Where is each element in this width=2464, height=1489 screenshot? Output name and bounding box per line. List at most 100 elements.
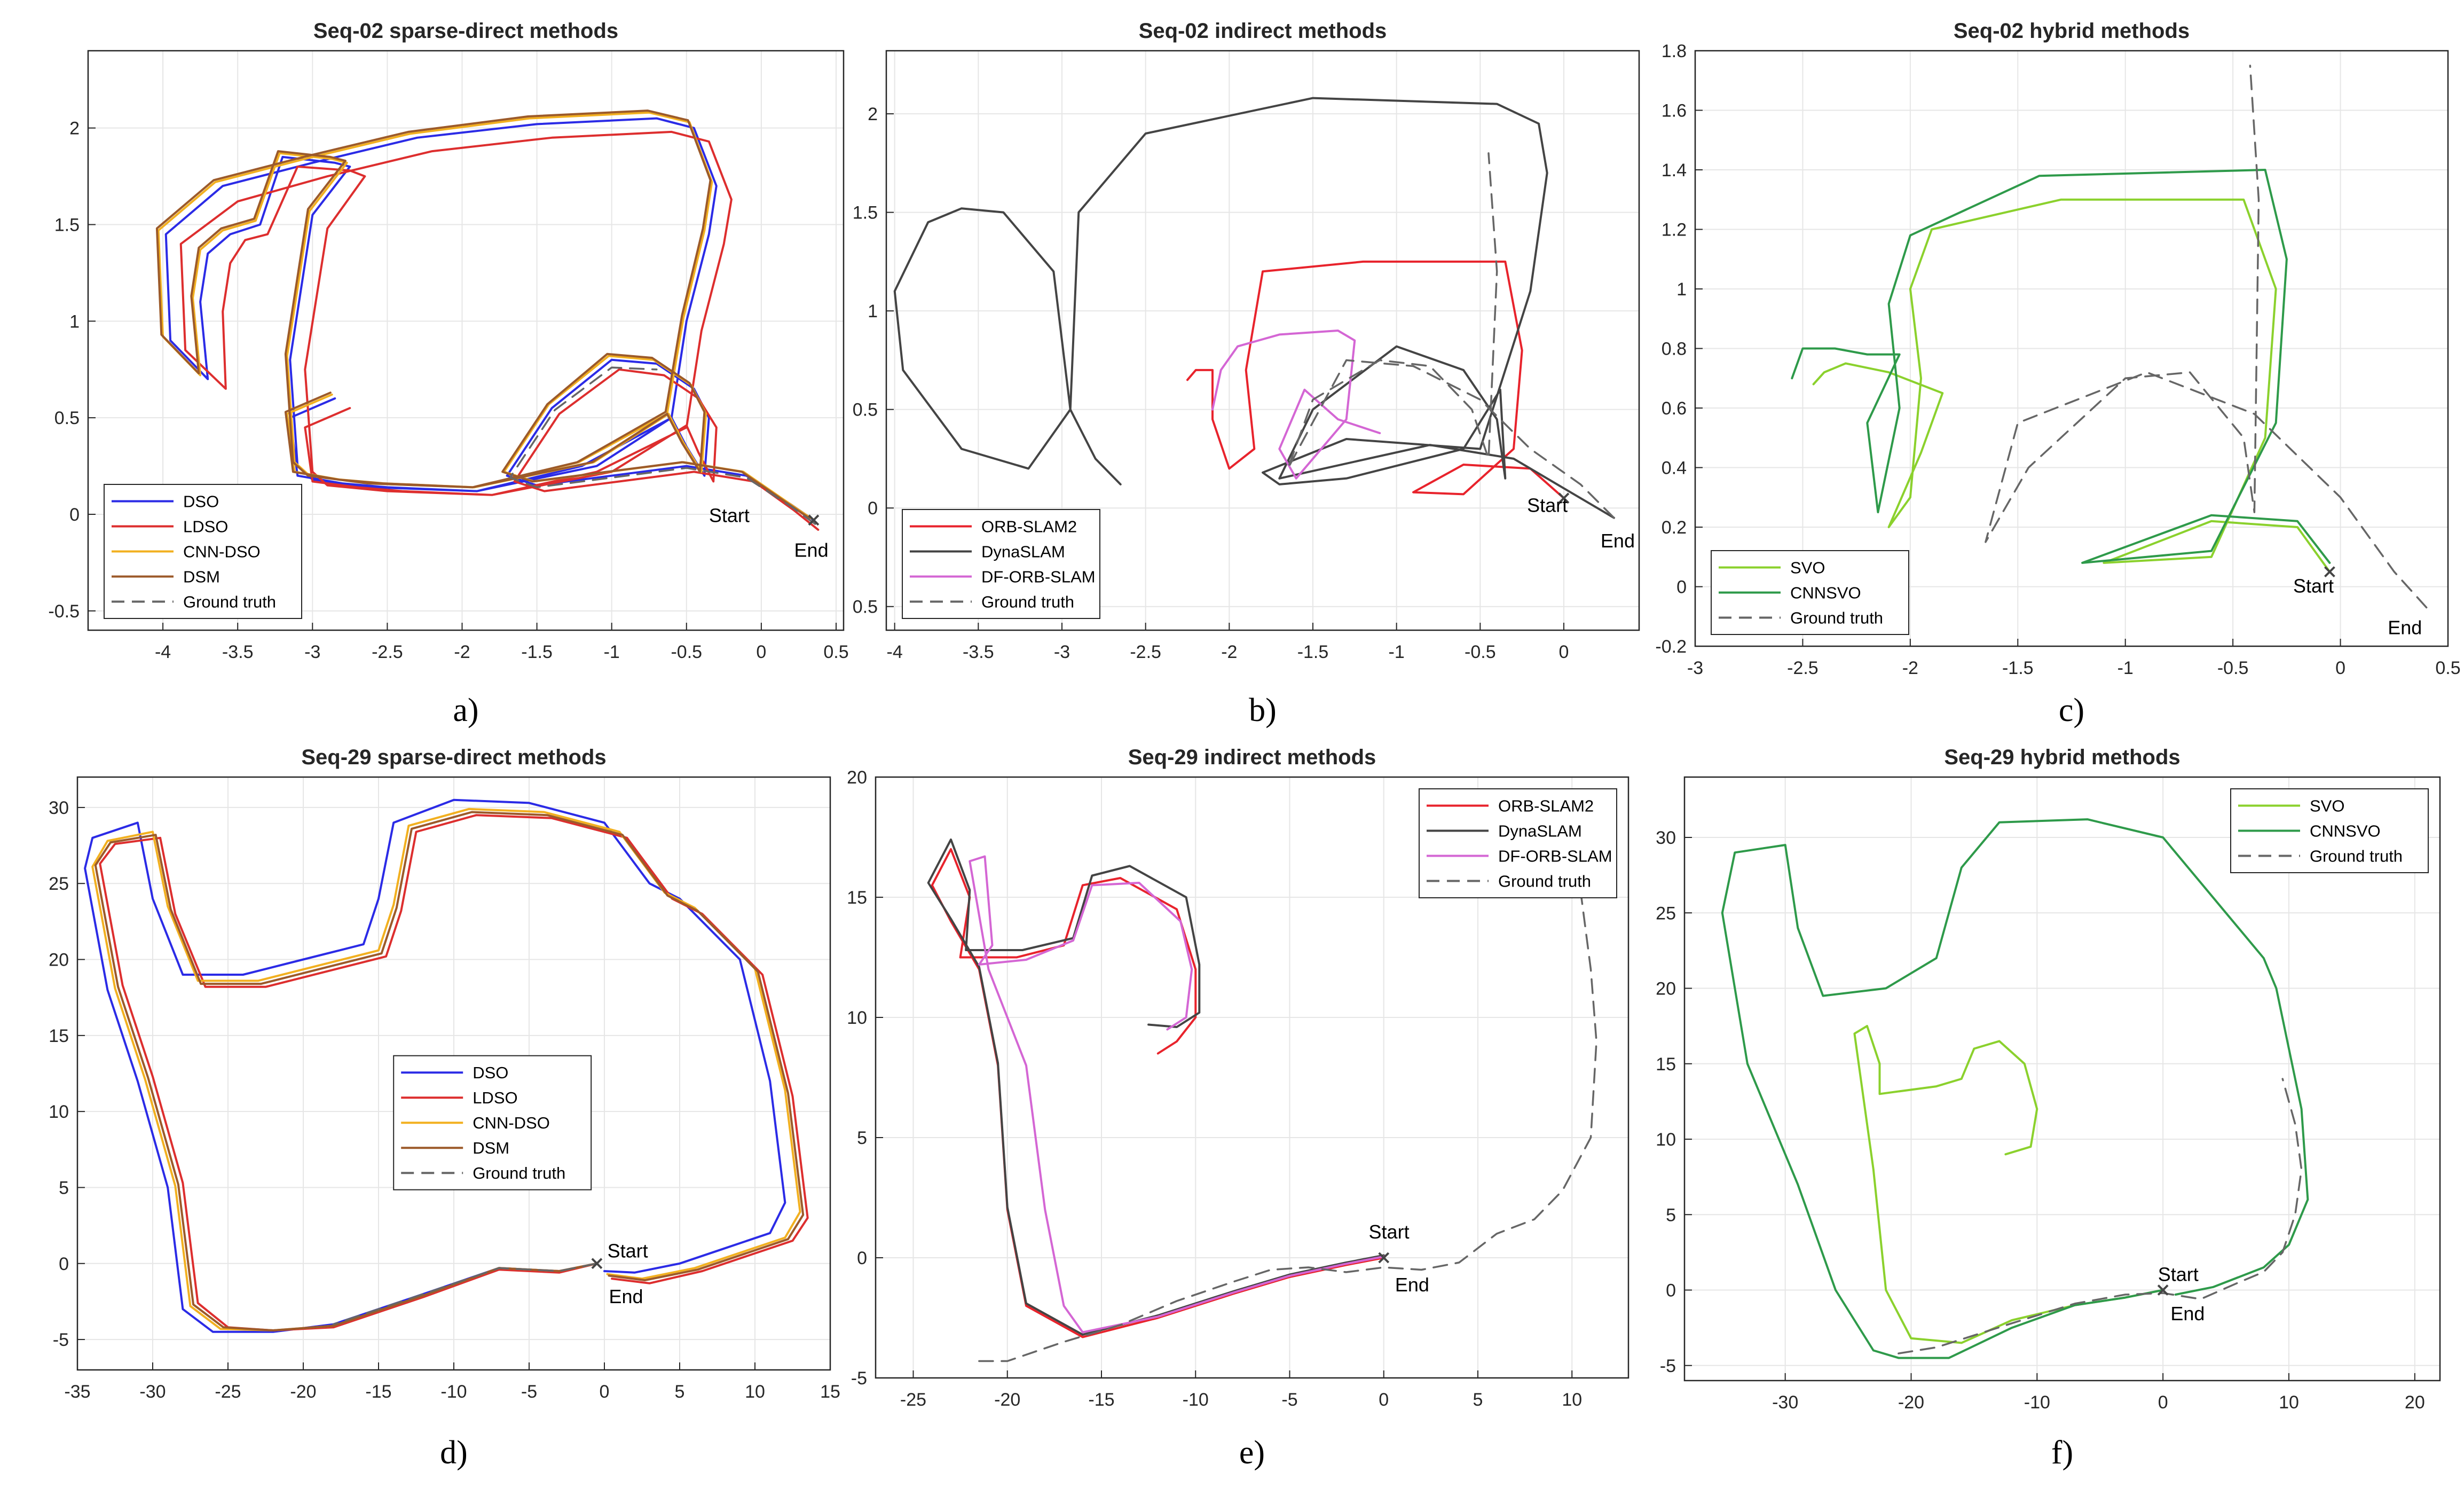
y-tick-label: 15	[49, 1026, 69, 1046]
x-tick-label: -1.5	[1297, 642, 1329, 662]
annotation-end: End	[1601, 530, 1635, 552]
series-line-ground-truth	[978, 896, 1597, 1362]
annotation-end: End	[2388, 617, 2422, 639]
annotation-start: Start	[1369, 1221, 1410, 1243]
legend: DSO LDSO CNN-DSO DSM Ground truth	[104, 484, 302, 619]
series-line-orb-slam2	[1186, 260, 1565, 499]
y-tick-label: 0	[868, 498, 878, 519]
panel-caption: e)	[1239, 1435, 1265, 1471]
x-tick-label: 0	[1559, 642, 1569, 662]
y-tick-label: -5	[1660, 1356, 1676, 1376]
x-tick-label: -2	[1221, 642, 1237, 662]
series-line-ground-truth	[1898, 1078, 2303, 1354]
x-tick-label: -0.5	[1465, 642, 1496, 662]
x-tick-label: -20	[994, 1390, 1020, 1410]
legend-box	[1419, 788, 1617, 898]
y-tick-label: 0	[1666, 1281, 1676, 1301]
y-tick-label: 2	[69, 119, 80, 139]
y-tick-label: 1.2	[1662, 220, 1687, 240]
x-tick-label: -35	[64, 1382, 90, 1402]
series-line-ground-truth	[1287, 152, 1615, 519]
series-line-dynaslam	[893, 97, 1615, 519]
start-marker	[1558, 492, 1570, 504]
series-line-ground-truth	[332, 1263, 598, 1326]
series-line-df-orb-slam	[1211, 330, 1381, 480]
panel-caption: b)	[1249, 692, 1277, 728]
x-tick-label: -10	[1183, 1390, 1209, 1410]
x-tick-label: -10	[2024, 1392, 2050, 1413]
y-tick-label: 20	[49, 950, 69, 970]
x-tick-label: 10	[1562, 1390, 1582, 1410]
series-line-ground-truth	[1985, 65, 2428, 609]
series-line-dynaslam	[927, 838, 1385, 1336]
y-tick-label: 30	[1656, 828, 1676, 848]
x-tick-label: 0	[1379, 1390, 1389, 1410]
x-tick-label: 10	[2279, 1392, 2299, 1413]
axes-box	[1694, 50, 2449, 647]
x-tick-label: -10	[440, 1382, 467, 1402]
start-marker	[2157, 1284, 2169, 1296]
start-marker	[808, 514, 820, 526]
series-line-df-orb-slam	[969, 855, 1385, 1334]
panel-4: -35 -30 -25 -20 -15 -10 -5 0 5 10 15 -5 0 5 10 15 20 25 30…	[49, 746, 840, 1471]
panel-title: Seq-02 indirect methods	[1139, 19, 1387, 43]
legend-label-ground-truth: Ground truth	[1498, 872, 1591, 891]
axes-box	[885, 50, 1640, 631]
legend: ORB-SLAM2 DynaSLAM DF-ORB-SLAM Ground truth	[902, 509, 1100, 619]
annotation-end: End	[2170, 1303, 2205, 1325]
x-tick-label: -1	[1389, 642, 1405, 662]
series-line-cnnsvo	[1721, 818, 2309, 1359]
x-tick-label: 0	[2335, 658, 2345, 678]
x-tick-label: -2	[1902, 658, 1918, 678]
legend-label-svo: SVO	[2310, 797, 2344, 816]
y-tick-label: 15	[1656, 1054, 1676, 1075]
y-tick-label: 1.8	[1662, 41, 1687, 61]
axes-box	[76, 776, 831, 1371]
annotation-end: End	[1395, 1274, 1429, 1296]
y-tick-label: 1.4	[1662, 160, 1687, 181]
x-tick-label: -3	[1687, 658, 1703, 678]
series-line-dsm	[155, 109, 810, 520]
legend-label-dynaslam: DynaSLAM	[1498, 822, 1582, 841]
series-line-ground-truth	[509, 366, 816, 525]
start-marker	[2324, 566, 2335, 578]
legend-label-ldso: LDSO	[183, 518, 228, 536]
y-tick-label: 0.4	[1662, 458, 1687, 479]
x-tick-label: 0.5	[823, 642, 848, 662]
panel-caption: c)	[2059, 692, 2084, 728]
x-tick-label: -1.5	[521, 642, 553, 662]
x-tick-label: -0.5	[671, 642, 702, 662]
y-tick-label: 10	[1656, 1130, 1676, 1150]
panel-title: Seq-29 hybrid methods	[1944, 746, 2180, 769]
y-tick-label: 5	[857, 1128, 867, 1148]
y-tick-label: 1.6	[1662, 101, 1687, 121]
legend-label-df-orb-slam: DF-ORB-SLAM	[1498, 847, 1612, 866]
y-tick-label: 0	[1676, 577, 1687, 598]
panel-6: -30 -20 -10 0 10 20 -5 0 5 10 15 20 25 30 Seq-29 hybri…	[1656, 746, 2441, 1471]
x-tick-label: -20	[1898, 1392, 1924, 1413]
legend-label-ground-truth: Ground truth	[1790, 609, 1883, 628]
x-tick-label: -4	[155, 642, 171, 662]
series-line-dso	[164, 117, 815, 521]
legend-label-cnnsvo: CNNSVO	[2310, 822, 2381, 841]
legend-label-cnn-dso: CNN-DSO	[473, 1114, 550, 1132]
legend-label-ground-truth: Ground truth	[473, 1164, 565, 1182]
panel-caption: f)	[2051, 1435, 2073, 1471]
x-tick-label: -5	[1281, 1390, 1297, 1410]
panel-caption: a)	[453, 692, 478, 728]
y-tick-label: 5	[1666, 1205, 1676, 1225]
y-tick-label: 10	[49, 1102, 69, 1122]
x-tick-label: -25	[900, 1390, 926, 1410]
panel-title: Seq-02 sparse-direct methods	[313, 19, 618, 43]
x-tick-label: -3	[304, 642, 320, 662]
y-tick-label: 0	[69, 505, 80, 525]
y-tick-label: 25	[49, 874, 69, 894]
annotation-start: Start	[1527, 495, 1568, 516]
annotation-start: Start	[2158, 1264, 2199, 1286]
x-tick-label: -30	[1772, 1392, 1798, 1413]
legend-box	[902, 509, 1100, 619]
panel-title: Seq-02 hybrid methods	[1954, 19, 2190, 43]
y-tick-label: 0.5	[853, 400, 878, 420]
y-tick-label: -5	[851, 1368, 867, 1389]
